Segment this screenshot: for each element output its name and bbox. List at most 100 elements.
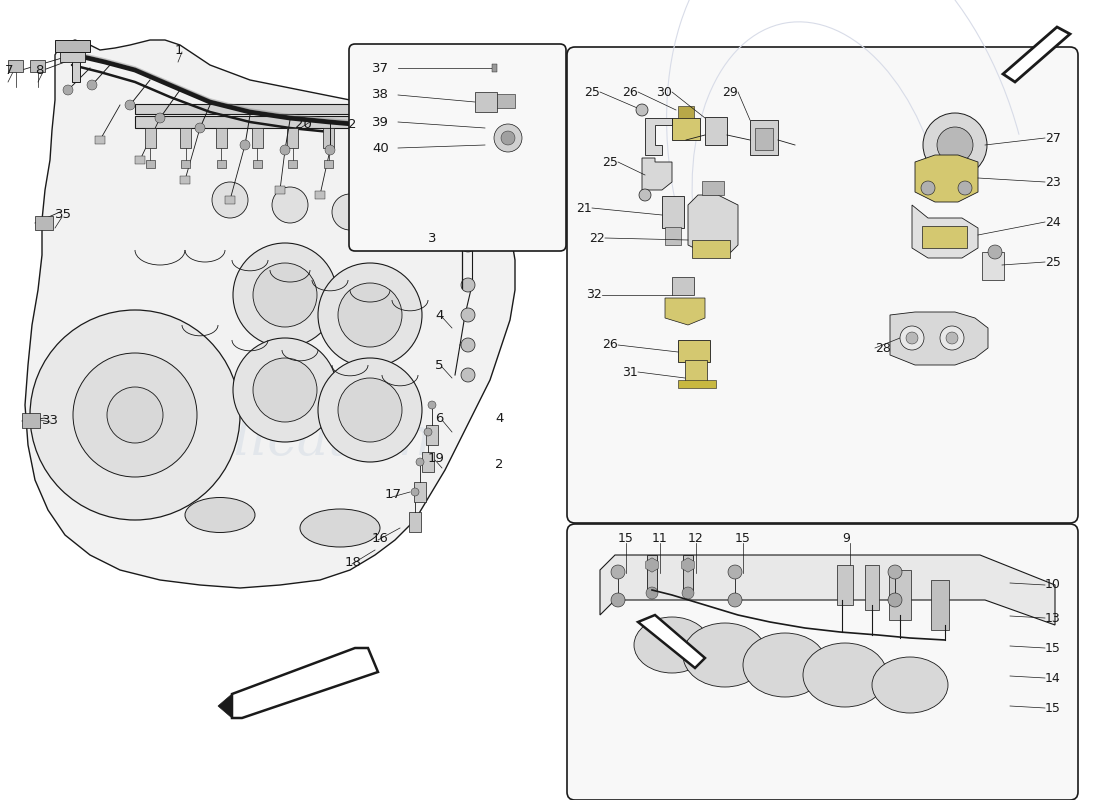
- Circle shape: [888, 593, 902, 607]
- Bar: [666, 227, 681, 245]
- Bar: [324, 160, 333, 168]
- Ellipse shape: [683, 623, 767, 687]
- Bar: [755, 128, 773, 150]
- Circle shape: [318, 263, 422, 367]
- Bar: [135, 104, 425, 114]
- Text: 6: 6: [434, 411, 443, 425]
- Ellipse shape: [803, 643, 887, 707]
- Bar: [922, 226, 967, 248]
- Bar: [217, 160, 226, 168]
- Text: 23: 23: [1045, 175, 1060, 189]
- Text: 18: 18: [345, 555, 362, 569]
- Bar: [180, 176, 190, 184]
- Circle shape: [610, 565, 625, 579]
- Text: 40: 40: [372, 142, 388, 154]
- Polygon shape: [642, 158, 672, 190]
- Circle shape: [494, 124, 522, 152]
- Circle shape: [610, 593, 625, 607]
- Bar: [837, 565, 852, 605]
- Circle shape: [923, 113, 987, 177]
- Text: 29: 29: [723, 86, 738, 98]
- Bar: [287, 128, 298, 148]
- Circle shape: [73, 353, 197, 477]
- Bar: [182, 160, 190, 168]
- Circle shape: [461, 238, 475, 252]
- Circle shape: [324, 145, 336, 155]
- Text: 4: 4: [495, 411, 504, 425]
- Text: 26: 26: [623, 86, 638, 98]
- Bar: [865, 565, 879, 610]
- Bar: [135, 156, 145, 164]
- Circle shape: [988, 245, 1002, 259]
- FancyBboxPatch shape: [566, 47, 1078, 523]
- Text: 15: 15: [1045, 642, 1060, 654]
- Circle shape: [318, 358, 422, 462]
- Bar: [95, 136, 104, 144]
- Text: 25: 25: [584, 86, 600, 98]
- Bar: [135, 116, 425, 128]
- Bar: [144, 128, 155, 148]
- Circle shape: [233, 338, 337, 442]
- Text: 12: 12: [688, 531, 704, 545]
- Bar: [750, 120, 778, 155]
- Bar: [145, 160, 154, 168]
- Text: pplication: pplication: [167, 414, 433, 466]
- Bar: [60, 52, 85, 62]
- Bar: [678, 106, 694, 118]
- Ellipse shape: [872, 657, 948, 713]
- Text: 37: 37: [372, 62, 389, 74]
- Bar: [475, 92, 497, 112]
- Circle shape: [125, 100, 135, 110]
- Bar: [252, 128, 263, 148]
- Circle shape: [390, 150, 400, 160]
- Bar: [492, 64, 497, 72]
- Circle shape: [240, 140, 250, 150]
- Polygon shape: [218, 694, 232, 718]
- Ellipse shape: [634, 617, 710, 673]
- Bar: [315, 191, 324, 199]
- Text: 25: 25: [602, 155, 618, 169]
- Bar: [705, 117, 727, 145]
- Bar: [647, 555, 657, 590]
- Bar: [55, 40, 90, 52]
- Text: 13: 13: [1045, 611, 1060, 625]
- Circle shape: [500, 131, 515, 145]
- Circle shape: [646, 587, 658, 599]
- Bar: [678, 380, 716, 388]
- Text: 15: 15: [735, 531, 751, 545]
- Text: 2: 2: [348, 118, 356, 131]
- Bar: [275, 186, 285, 194]
- Polygon shape: [638, 615, 705, 668]
- Bar: [226, 196, 235, 204]
- Text: arts: arts: [815, 625, 886, 666]
- Circle shape: [338, 283, 402, 347]
- Circle shape: [332, 194, 368, 230]
- Bar: [702, 181, 724, 195]
- Circle shape: [272, 187, 308, 223]
- Text: 28: 28: [874, 342, 891, 354]
- Circle shape: [155, 113, 165, 123]
- Circle shape: [921, 181, 935, 195]
- FancyBboxPatch shape: [349, 44, 566, 251]
- Text: 15: 15: [1045, 702, 1060, 714]
- Bar: [982, 252, 1004, 280]
- Bar: [72, 52, 80, 82]
- Text: 25: 25: [1045, 255, 1060, 269]
- Bar: [359, 128, 370, 148]
- Bar: [422, 452, 435, 472]
- Text: 8: 8: [35, 63, 43, 77]
- Bar: [22, 413, 40, 428]
- Bar: [662, 196, 684, 228]
- Bar: [426, 425, 438, 445]
- Circle shape: [946, 332, 958, 344]
- Polygon shape: [890, 312, 988, 365]
- Polygon shape: [645, 118, 672, 155]
- Circle shape: [940, 326, 964, 350]
- Bar: [395, 206, 405, 214]
- Bar: [253, 160, 262, 168]
- Bar: [180, 128, 191, 148]
- Circle shape: [682, 587, 694, 599]
- Circle shape: [728, 565, 743, 579]
- Circle shape: [87, 80, 97, 90]
- Text: 20: 20: [295, 118, 312, 131]
